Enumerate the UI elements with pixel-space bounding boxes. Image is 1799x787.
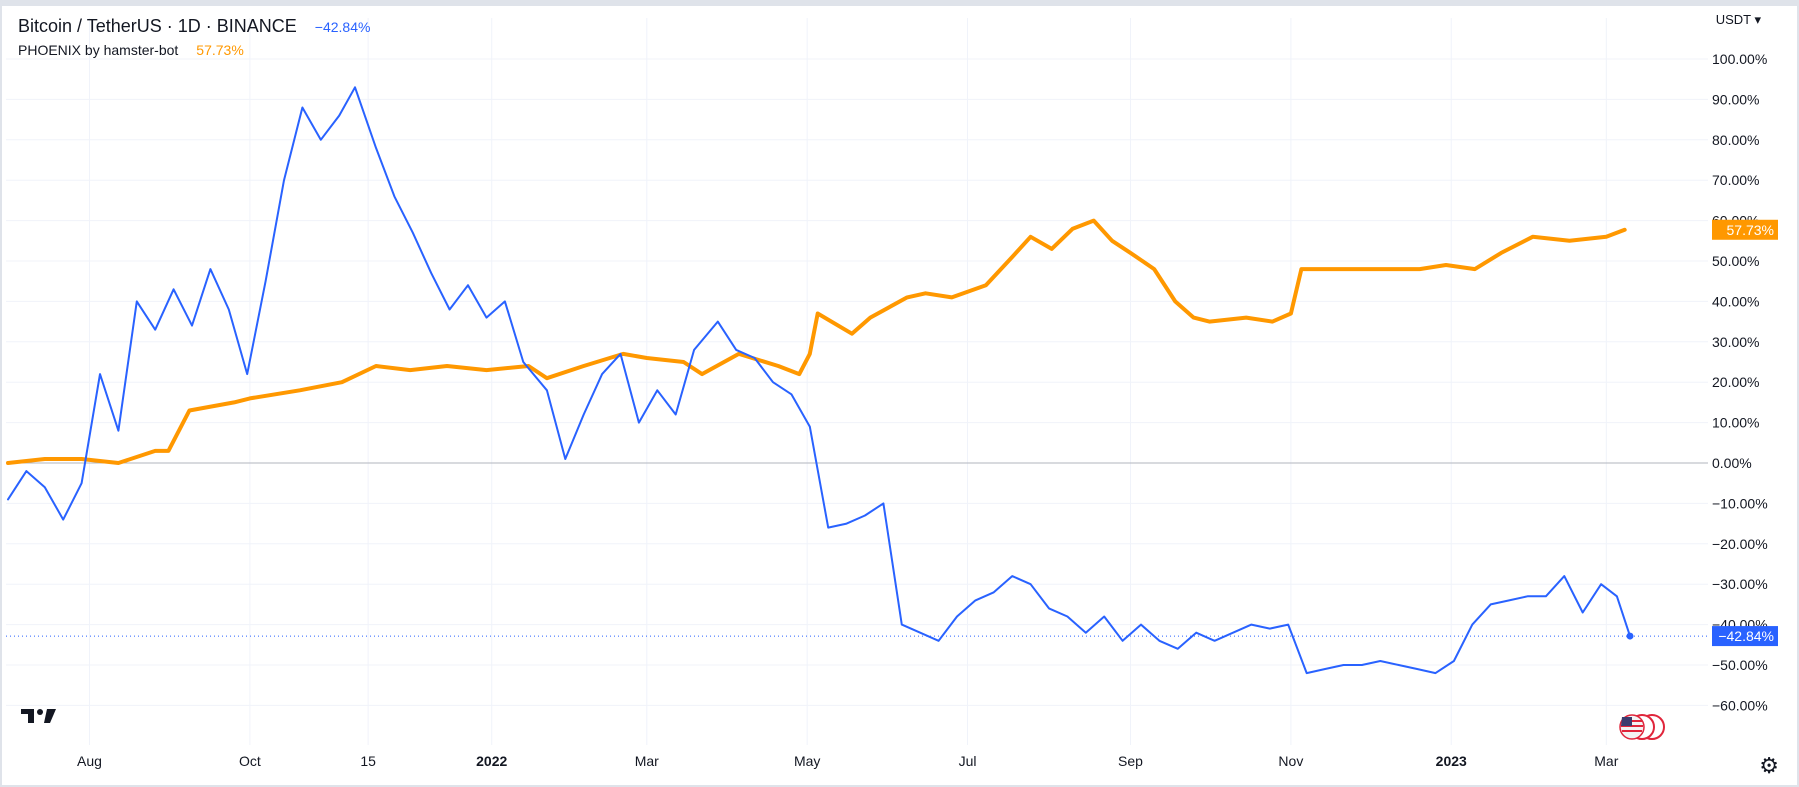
- phoenix-last-value-label: 57.73%: [1727, 222, 1774, 238]
- y-tick-label: −50.00%: [1712, 657, 1768, 673]
- phoenix-last-value-label-bg: [1712, 219, 1778, 240]
- y-tick-label: 30.00%: [1712, 334, 1759, 350]
- x-tick-label: Sep: [1118, 753, 1143, 769]
- y-tick-label: 80.00%: [1712, 132, 1759, 148]
- x-tick-label: 2022: [476, 753, 507, 769]
- x-tick-label: 2023: [1436, 753, 1467, 769]
- symbol-legend-row[interactable]: Bitcoin / TetherUS · 1D · BINANCE −42.84…: [18, 16, 370, 42]
- y-tick-label: 0.00%: [1712, 455, 1752, 471]
- y-tick-label: 70.00%: [1712, 172, 1759, 188]
- y-tick-label: 40.00%: [1712, 293, 1759, 309]
- y-tick-label: −60.00%: [1712, 697, 1768, 713]
- x-tick-label: Nov: [1278, 753, 1303, 769]
- y-tick-label: 100.00%: [1712, 51, 1767, 67]
- y-tick-label: 10.00%: [1712, 415, 1759, 431]
- series-layer: [6, 86, 1634, 675]
- y-tick-label: −20.00%: [1712, 536, 1768, 552]
- last-value-labels: 57.73% −42.84%: [1712, 219, 1778, 647]
- btc-last-value-label-bg: [1712, 626, 1778, 647]
- x-tick-label: 15: [360, 753, 376, 769]
- chart-legend: Bitcoin / TetherUS · 1D · BINANCE −42.84…: [18, 16, 370, 68]
- indicator-value: 57.73%: [196, 42, 244, 58]
- y-tick-label: 50.00%: [1712, 253, 1759, 269]
- y-tick-label: −10.00%: [1712, 495, 1768, 511]
- btc-series-line: [7, 86, 1631, 675]
- x-tick-label: Mar: [1594, 753, 1618, 769]
- grid-lines: [6, 18, 1708, 745]
- y-tick-label: −30.00%: [1712, 576, 1768, 592]
- tradingview-logo-icon[interactable]: [20, 706, 60, 731]
- phoenix-series-line: [6, 218, 1627, 465]
- y-tick-label: 20.00%: [1712, 374, 1759, 390]
- x-tick-label: Jul: [959, 753, 977, 769]
- y-axis: 100.00%90.00%80.00%70.00%60.00%50.00%40.…: [1712, 51, 1768, 713]
- currency-selector[interactable]: USDT ▾: [1715, 12, 1761, 27]
- x-tick-label: Mar: [635, 753, 659, 769]
- btc-last-value-label: −42.84%: [1718, 628, 1774, 644]
- symbol-title: Bitcoin / TetherUS · 1D · BINANCE: [18, 16, 297, 36]
- x-tick-label: Oct: [239, 753, 261, 769]
- us-flag-icons[interactable]: [1618, 713, 1666, 746]
- indicator-title: PHOENIX by hamster-bot: [18, 42, 179, 58]
- gear-icon[interactable]: ⚙: [1759, 753, 1779, 778]
- x-tick-label: May: [794, 753, 820, 769]
- y-tick-label: 90.00%: [1712, 91, 1759, 107]
- symbol-change: −42.84%: [314, 19, 371, 35]
- indicator-legend-row[interactable]: PHOENIX by hamster-bot 57.73%: [18, 42, 370, 68]
- x-axis: Aug Oct 15 2022 Mar May Jul Sep Nov 2023 Mar: [77, 753, 1619, 769]
- x-tick-label: Aug: [77, 753, 102, 769]
